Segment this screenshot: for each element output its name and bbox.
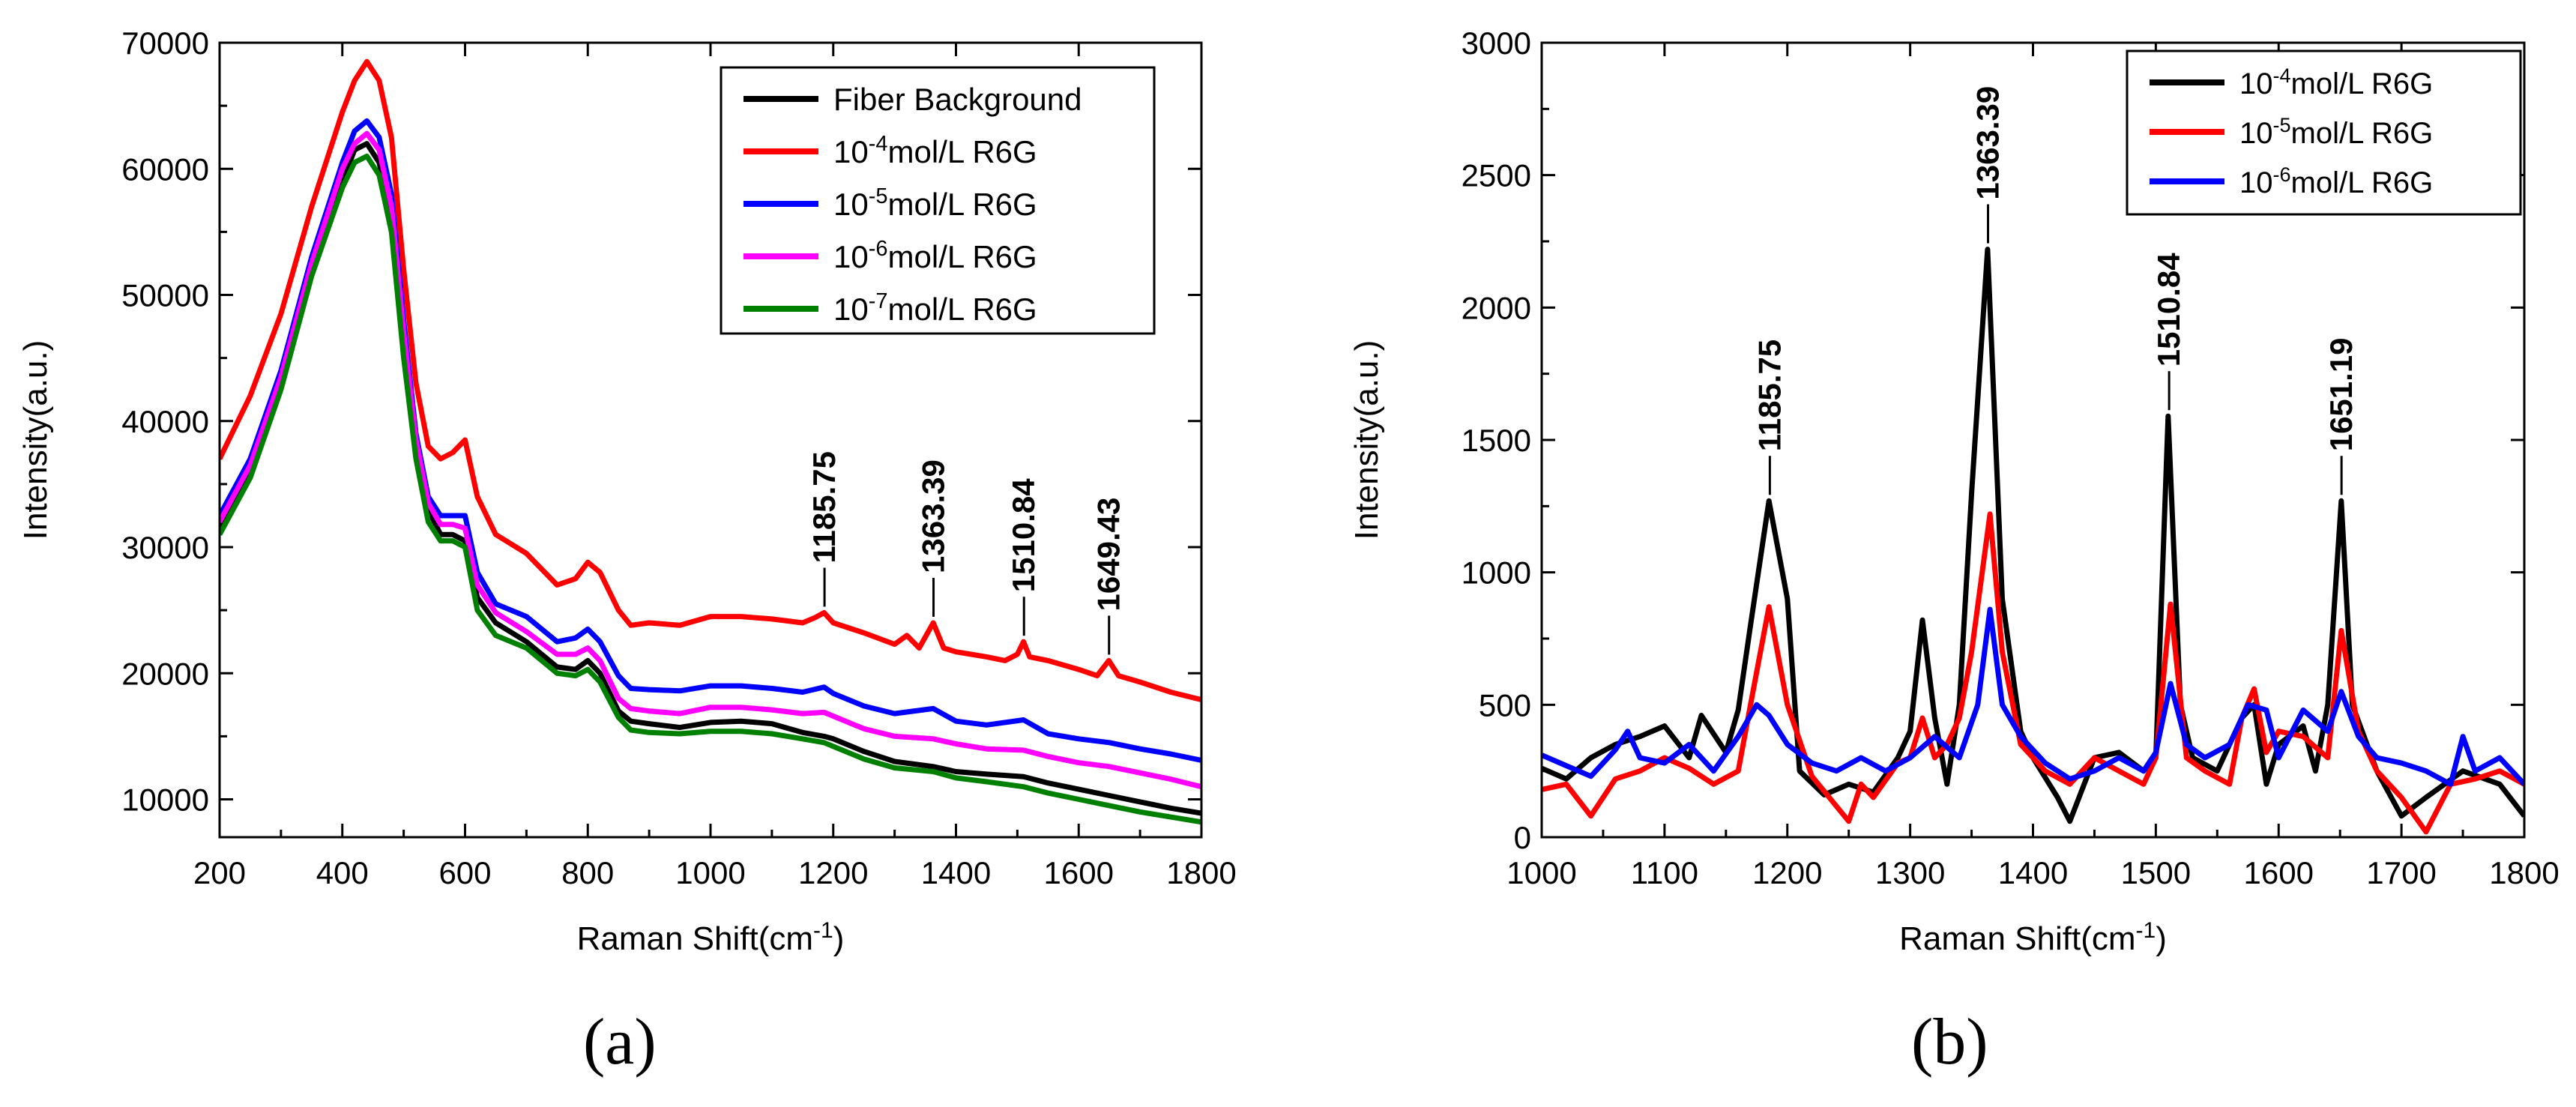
- y-tick-label: 60000: [121, 151, 209, 187]
- x-tick-label: 1000: [1506, 855, 1576, 890]
- y-tick-label: 2000: [1462, 290, 1531, 325]
- legend-entry-1: Fiber Background: [833, 82, 1082, 117]
- plot-area: [1542, 247, 2524, 835]
- y-tick-label: 30000: [121, 530, 209, 565]
- legend-entry-3: 10-6mol/L R6G: [2239, 163, 2433, 199]
- y-tick-label: 20000: [121, 656, 209, 691]
- series-line-2: [1542, 511, 2524, 835]
- x-tick-label: 1400: [921, 855, 991, 890]
- legend-entry-2: 10-5mol/L R6G: [2239, 114, 2433, 150]
- x-tick-label: 1700: [2366, 855, 2436, 890]
- y-tick-label: 2500: [1462, 158, 1531, 193]
- x-tick-label: 600: [438, 855, 491, 890]
- legend-entry-5: 10-7mol/L R6G: [833, 289, 1037, 327]
- series-line-2: [220, 58, 1201, 702]
- x-tick-label: 1000: [675, 855, 745, 890]
- x-tick-label: 1500: [2121, 855, 2191, 890]
- annotation-label: 1185.75: [1752, 340, 1787, 452]
- annotation-label: 1510.84: [1006, 478, 1041, 592]
- series-line-5: [220, 153, 1201, 825]
- y-tick-label: 3000: [1462, 25, 1531, 61]
- y-tick-label: 40000: [121, 404, 209, 439]
- series-line-4: [220, 130, 1201, 790]
- x-tick-label: 200: [193, 855, 246, 890]
- annotation-label: 1363.39: [916, 459, 951, 573]
- annotation-label: 1363.39: [1970, 86, 2006, 200]
- legend-entry-3: 10-5mol/L R6G: [833, 184, 1037, 222]
- x-tick-label: 1100: [1631, 855, 1698, 890]
- y-tick-label: 0: [1514, 820, 1531, 855]
- y-tick-label: 1500: [1462, 423, 1531, 458]
- annotation-label: 1651.19: [2323, 337, 2359, 451]
- annotation-label: 1185.75: [806, 451, 842, 564]
- panel-label-a: (a): [583, 1006, 657, 1079]
- x-tick-label: 1600: [1044, 855, 1114, 890]
- x-axis-label: Raman Shift(cm-1): [577, 918, 845, 958]
- legend-entry-4: 10-6mol/L R6G: [833, 237, 1037, 274]
- y-tick-label: 10000: [121, 782, 209, 818]
- y-tick-label: 500: [1479, 687, 1531, 723]
- series-line-1: [1542, 247, 2524, 824]
- legend-box: [720, 66, 1156, 335]
- annotation-label: 1510.84: [2151, 253, 2186, 367]
- panel-label-b: (b): [1911, 1006, 1988, 1079]
- x-tick-label: 800: [561, 855, 614, 890]
- y-tick-label: 50000: [121, 278, 209, 313]
- x-tick-label: 1800: [1166, 855, 1236, 890]
- x-tick-label: 1800: [2489, 855, 2559, 890]
- x-tick-label: 1400: [1998, 855, 2068, 890]
- x-tick-label: 1600: [2244, 855, 2314, 890]
- x-tick-label: 1200: [1752, 855, 1822, 890]
- series-line-1: [220, 141, 1201, 816]
- y-tick-label: 1000: [1462, 555, 1531, 591]
- y-axis-label: Intensity(a.u.): [1348, 340, 1385, 540]
- y-axis-label: Intensity(a.u.): [17, 340, 54, 540]
- y-tick-label: 70000: [121, 25, 209, 61]
- x-tick-label: 1300: [1875, 855, 1945, 890]
- plot-area: [220, 58, 1201, 825]
- legend-entry-1: 10-4mol/L R6G: [2239, 64, 2433, 100]
- x-tick-label: 400: [316, 855, 369, 890]
- chart-b: 1000 1100 1200 1300 1400 1500 1600 1700 1800 0 500…: [1348, 25, 2560, 957]
- series-line-3: [1542, 606, 2524, 787]
- series-line-3: [220, 118, 1201, 763]
- legend-entry-2: 10-4mol/L R6G: [833, 132, 1037, 169]
- x-tick-label: 1200: [798, 855, 868, 890]
- x-axis-label: Raman Shift(cm-1): [1899, 918, 2167, 958]
- chart-a: 200 400 600 800 1000 1200 1400 1600 1800 10000 200…: [17, 25, 1237, 957]
- annotation-label: 1649.43: [1091, 498, 1126, 612]
